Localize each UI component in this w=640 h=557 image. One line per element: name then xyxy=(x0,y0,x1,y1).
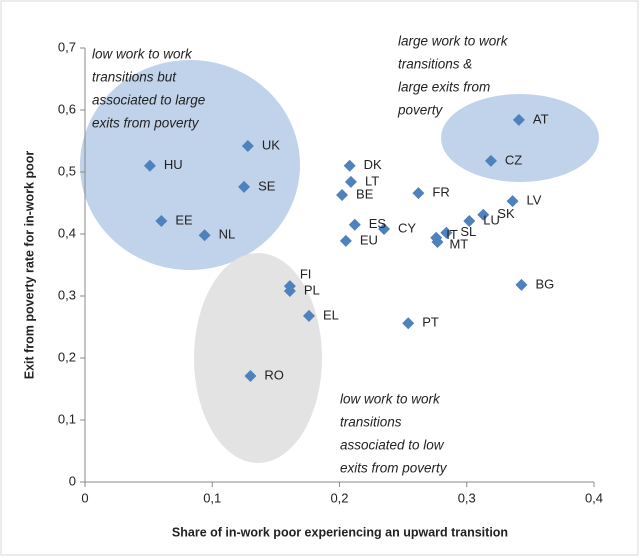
point-label: LV xyxy=(527,193,542,208)
y-axis-title: Exit from poverty rate for in-work poor xyxy=(22,151,36,380)
point-label: IT xyxy=(446,227,458,242)
point xyxy=(336,188,349,201)
point xyxy=(244,369,257,382)
point-label: EL xyxy=(323,307,339,322)
point-label: AT xyxy=(533,111,549,126)
y-tick-label: 0 xyxy=(69,473,76,488)
point-label: HU xyxy=(164,157,183,172)
point-label: RO xyxy=(264,367,284,382)
point-label: FR xyxy=(432,185,449,200)
point xyxy=(344,175,357,188)
point xyxy=(463,214,476,227)
point-label: SK xyxy=(497,206,515,221)
point xyxy=(440,226,453,239)
annotation: transitions & xyxy=(398,57,472,72)
point xyxy=(512,113,525,126)
point-label: MT xyxy=(449,236,468,251)
point-label: ES xyxy=(369,216,387,231)
point-label: BE xyxy=(356,186,374,201)
highlight-ellipse xyxy=(80,60,300,270)
point xyxy=(515,278,528,291)
highlight-ellipse xyxy=(441,94,599,182)
point xyxy=(302,309,315,322)
y-tick-label: 0,3 xyxy=(58,287,76,302)
y-tick-label: 0,6 xyxy=(58,101,76,116)
point-label: UK xyxy=(262,137,280,152)
point xyxy=(343,159,356,172)
point-label: EE xyxy=(175,212,193,227)
highlight-ellipse xyxy=(194,253,322,463)
point xyxy=(477,208,490,221)
point xyxy=(348,218,361,231)
point-label: NL xyxy=(219,227,236,242)
point xyxy=(484,154,497,167)
x-tick-label: 0,3 xyxy=(458,490,476,505)
y-tick-label: 0,7 xyxy=(58,39,76,54)
point-label: BG xyxy=(535,276,554,291)
point xyxy=(506,195,519,208)
x-tick-label: 0,2 xyxy=(330,490,348,505)
point xyxy=(412,187,425,200)
annotation: transitions but xyxy=(92,70,177,85)
point-label: PL xyxy=(304,282,320,297)
point xyxy=(241,139,254,152)
point-label: LT xyxy=(365,173,379,188)
point-label: LU xyxy=(483,212,500,227)
annotation: associated to low xyxy=(340,438,445,453)
point-label: FI xyxy=(300,267,312,282)
annotation: large exits from xyxy=(398,80,490,95)
point xyxy=(431,236,444,249)
point xyxy=(283,285,296,298)
annotation: exits from poverty xyxy=(92,116,200,131)
annotation: low work to work xyxy=(340,392,441,407)
x-tick-label: 0,1 xyxy=(203,490,221,505)
point-label: DK xyxy=(364,157,382,172)
x-axis-title: Share of in-work poor experiencing an up… xyxy=(172,525,508,539)
point xyxy=(155,214,168,227)
annotation: transitions xyxy=(340,415,402,430)
x-tick-label: 0,4 xyxy=(585,490,603,505)
y-tick-label: 0,1 xyxy=(58,411,76,426)
point-label: CY xyxy=(398,220,416,235)
y-tick-label: 0,5 xyxy=(58,163,76,178)
point-label: CZ xyxy=(505,152,522,167)
point-label: SE xyxy=(258,178,276,193)
x-tick-label: 0 xyxy=(81,490,88,505)
point-label: PT xyxy=(422,315,439,330)
annotation: poverty xyxy=(397,103,444,118)
annotation: low work to work xyxy=(92,47,193,62)
annotation: exits from poverty xyxy=(340,461,448,476)
point xyxy=(339,234,352,247)
point xyxy=(198,229,211,242)
point-label: SL xyxy=(460,224,476,239)
annotation: associated to large xyxy=(92,93,205,108)
point-label: EU xyxy=(360,232,378,247)
point xyxy=(238,180,251,193)
y-tick-label: 0,4 xyxy=(58,225,76,240)
y-tick-label: 0,2 xyxy=(58,349,76,364)
annotation: large work to work xyxy=(398,34,509,49)
point xyxy=(378,223,391,236)
point xyxy=(402,317,415,330)
point xyxy=(143,159,156,172)
